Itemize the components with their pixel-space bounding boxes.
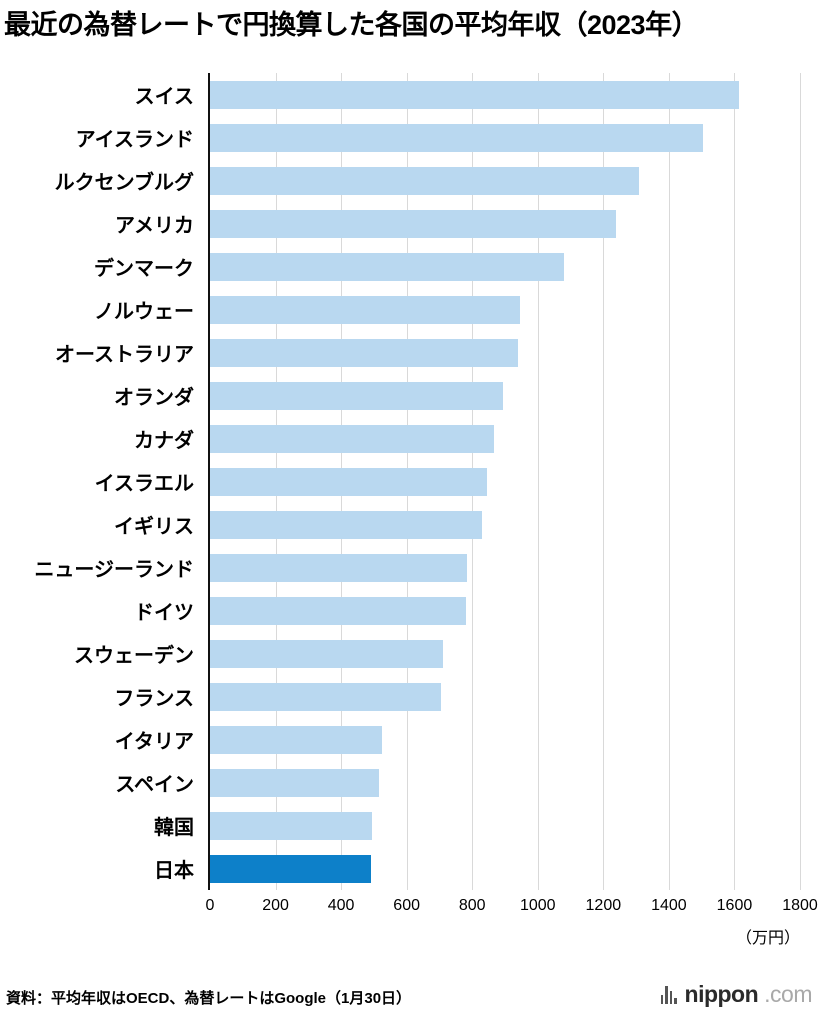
bar xyxy=(210,381,504,410)
bar-label: ルクセンブルグ xyxy=(54,172,194,195)
bar-label: ニュージーランド xyxy=(34,559,194,582)
x-tick-label: 1000 xyxy=(519,897,556,915)
bar xyxy=(210,553,468,582)
bar xyxy=(210,424,494,453)
bar-chart: スイスアイスランドルクセンブルグアメリカデンマークノルウェーオーストラリアオラン… xyxy=(8,73,818,914)
bar-row xyxy=(210,159,800,202)
bar xyxy=(210,682,442,711)
x-tick-label: 1200 xyxy=(585,897,622,915)
bar-label: イタリア xyxy=(114,731,194,754)
gridline xyxy=(537,73,539,891)
bar-row xyxy=(210,847,800,890)
bar-row xyxy=(210,546,800,589)
bar-highlight xyxy=(210,854,371,883)
bar-label: イスラエル xyxy=(94,473,194,496)
x-tick-label: 600 xyxy=(393,897,421,915)
bar-label: アメリカ xyxy=(115,215,194,238)
bar-row xyxy=(210,589,800,632)
x-tick-label: 1400 xyxy=(651,897,687,915)
bar xyxy=(210,596,466,625)
gridline xyxy=(603,73,605,891)
bar-row xyxy=(210,761,800,804)
bar-label: 韓国 xyxy=(154,817,194,840)
bar-label: フランス xyxy=(114,688,194,711)
x-tick-label: 1600 xyxy=(716,897,753,915)
plot-area: 0 200 400 600 800 1000 1200 1400 1600 1800 xyxy=(206,73,818,914)
bar-label: スペイン xyxy=(115,774,194,797)
x-tick-label: 200 xyxy=(262,897,289,915)
x-tick-label: 1800 xyxy=(782,897,818,915)
bar-row xyxy=(210,331,800,374)
bar-label: ドイツ xyxy=(134,602,194,625)
bars xyxy=(210,73,800,890)
nippon-logo-name: nippon xyxy=(684,981,759,1007)
bar-row xyxy=(210,675,800,718)
nippon-logo: nippon .com xyxy=(660,981,812,1008)
bar-label: カナダ xyxy=(134,430,194,453)
bar-row xyxy=(210,245,800,288)
bar xyxy=(210,123,704,152)
bar-row xyxy=(210,73,800,116)
bar-row xyxy=(210,632,800,675)
nippon-logo-icon xyxy=(660,985,677,1004)
bar-row xyxy=(210,202,800,245)
bar xyxy=(210,252,564,281)
bar-label: アイスランド xyxy=(75,129,194,152)
bar-row xyxy=(210,116,800,159)
bar xyxy=(210,768,379,797)
bar-label: 日本 xyxy=(154,860,194,883)
x-axis-ticks: 0 200 400 600 800 1000 1200 1400 1600 1800 xyxy=(206,890,818,916)
bar-label: ノルウェー xyxy=(94,301,194,324)
gridline xyxy=(800,73,801,891)
bar-row xyxy=(210,374,800,417)
nippon-logo-tld: .com xyxy=(764,981,812,1007)
bar xyxy=(210,295,520,324)
bar xyxy=(210,467,487,496)
bar-row xyxy=(210,804,800,847)
footer: 資料：平均年収はOECD、為替レートはGoogle（1月30日） nippon.… xyxy=(6,981,812,1008)
bar xyxy=(210,639,443,668)
bar-row xyxy=(210,718,800,761)
bar-row xyxy=(210,417,800,460)
source-note: 資料：平均年収はOECD、為替レートはGoogle（1月30日） xyxy=(6,990,412,1007)
axis-unit-label: （万円） xyxy=(735,930,800,948)
bar xyxy=(210,338,519,367)
bar xyxy=(210,725,383,754)
bar xyxy=(210,80,740,109)
bar-row xyxy=(210,503,800,546)
category-labels: スイスアイスランドルクセンブルグアメリカデンマークノルウェーオーストラリアオラン… xyxy=(8,73,208,890)
bar xyxy=(210,510,483,539)
bar xyxy=(210,811,373,840)
bar-label: スウェーデン xyxy=(74,645,194,668)
bar-row xyxy=(210,460,800,503)
x-tick-label: 0 xyxy=(205,897,215,915)
bar xyxy=(210,209,617,238)
x-tick-label: 800 xyxy=(458,897,486,915)
gridline xyxy=(668,73,670,891)
chart-title: 最近の為替レートで円換算した各国の平均年収（2023年） xyxy=(4,10,699,40)
bar-label: イギリス xyxy=(114,516,194,539)
bar-label: オーストラリア xyxy=(55,344,194,367)
bar-label: デンマーク xyxy=(94,258,194,281)
bar-label: オランダ xyxy=(114,387,194,410)
bar-label: スイス xyxy=(134,86,194,109)
x-tick-label: 400 xyxy=(327,897,355,915)
bar xyxy=(210,166,640,195)
gridline xyxy=(734,73,736,891)
bar-row xyxy=(210,288,800,331)
